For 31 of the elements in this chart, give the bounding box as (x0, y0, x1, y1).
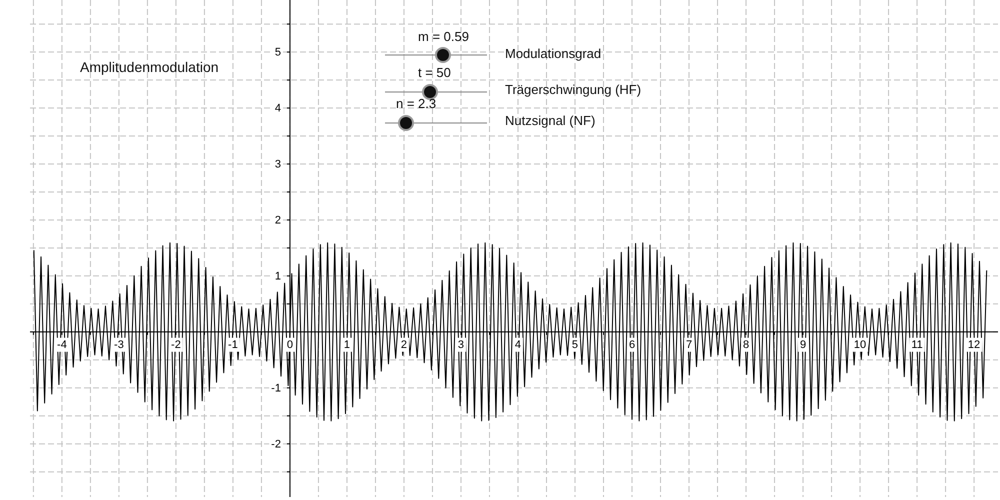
annotation: n = 2.3 (396, 96, 436, 111)
x-tick-label: 7 (686, 338, 692, 351)
annotation: Modulationsgrad (505, 46, 602, 61)
annotation: Trägerschwingung (HF) (505, 82, 642, 97)
y-tick-label: -2 (271, 438, 281, 450)
x-tick-label: 0 (286, 338, 294, 351)
x-tick-label: -3 (114, 338, 124, 351)
x-tick-label: 8 (742, 338, 750, 351)
x-tick-label: 3 (458, 338, 464, 351)
y-tick-label: 3 (274, 158, 281, 171)
y-tick-label: 4 (274, 102, 281, 115)
x-tick-label: -4 (57, 338, 67, 351)
annotation: t = 50 (418, 65, 451, 80)
x-tick-label: 10 (854, 338, 866, 351)
x-tick-label: -1 (228, 338, 238, 351)
x-tick-label: 5 (572, 338, 578, 351)
y-tick-label: -1 (271, 382, 281, 394)
y-tick-label: 1 (274, 270, 281, 282)
x-tick-label: -2 (171, 338, 181, 351)
text: Amplitudenmodulation (80, 59, 219, 75)
x-tick-label: 6 (628, 338, 636, 351)
y-tick-label: 5 (274, 46, 281, 59)
annotation: Nutzsignal (NF) (505, 113, 596, 128)
y-tick-label: 2 (274, 214, 281, 226)
x-tick-label: 9 (800, 338, 806, 351)
x-tick-label: 12 (968, 338, 980, 351)
annotation: m = 0.59 (418, 29, 469, 44)
x-tick-label: 2 (400, 338, 408, 351)
x-tick-label: 1 (344, 338, 350, 351)
x-tick-label: 11 (911, 338, 923, 351)
x-tick-label: 4 (514, 338, 522, 351)
